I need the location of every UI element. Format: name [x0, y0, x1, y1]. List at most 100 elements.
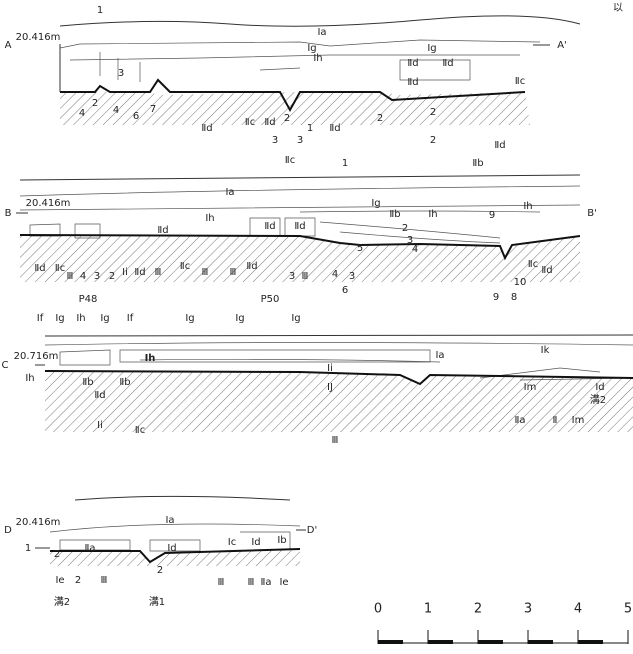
- layer-label: Ⅲ: [67, 271, 74, 282]
- layer-label: Ⅰi: [327, 363, 333, 374]
- layer-label: Ⅱb: [472, 158, 483, 169]
- layer-label: D: [4, 525, 12, 536]
- layer-label: Ⅰe: [279, 577, 288, 588]
- scale-segment: [578, 640, 603, 644]
- section-drawing: 以 012345 A20.416mA'1ⅠaⅠgⅠgⅠh3ⅡdⅡdⅡd22244…: [0, 0, 633, 654]
- layer-label: Ⅰg: [371, 198, 380, 209]
- layer-label: Ⅰi: [97, 420, 103, 431]
- layer-label: 3: [297, 135, 303, 146]
- layer-label: Ⅱa: [84, 543, 95, 554]
- layer-label: Ⅱ: [553, 415, 558, 426]
- layer-label: B: [5, 208, 12, 219]
- layer-label: 3: [94, 271, 100, 282]
- layer-label: Ⅰb: [277, 535, 286, 546]
- layer-label: C: [2, 360, 9, 371]
- layer-label: 2: [157, 565, 163, 576]
- layer-label: 2: [430, 107, 436, 118]
- layer-label: 3: [349, 271, 355, 282]
- layer-label: Ⅱc: [528, 259, 538, 270]
- layer-label: 溝2: [590, 393, 606, 406]
- layer-label: Ⅲ: [302, 271, 309, 282]
- scale-label: 2: [474, 602, 482, 617]
- layer-label: Ⅰg: [427, 43, 436, 54]
- layer-label: Ⅰh: [205, 213, 214, 224]
- layer-label: 2: [54, 549, 60, 560]
- layer-label: Ⅱd: [34, 263, 45, 274]
- layer-label: 1: [307, 123, 313, 134]
- layer-label: Ⅰc: [228, 537, 236, 548]
- layer-label: 6: [133, 111, 139, 122]
- layer-label: Ⅱd: [294, 221, 305, 232]
- layer-label: 3: [289, 271, 295, 282]
- layer-label: 2: [430, 135, 436, 146]
- layer-label: Ⅱd: [157, 225, 168, 236]
- layer-label: Ⅱc: [515, 76, 525, 87]
- layer-label: Ⅰd: [251, 537, 260, 548]
- layer-label: Ⅰd: [595, 382, 604, 393]
- layer-label: Ⅱd: [442, 58, 453, 69]
- section-d: [35, 496, 306, 566]
- layer-label: Ⅰh: [76, 313, 85, 324]
- layer-label: Ⅲ: [155, 267, 162, 278]
- layer-label: Ⅰh: [313, 53, 322, 64]
- layer-label: 4: [113, 105, 119, 116]
- layer-label: Ⅰg: [100, 313, 109, 324]
- layer-label: 9: [493, 292, 499, 303]
- scale-segment: [478, 640, 503, 644]
- layer-label: 10: [514, 277, 527, 288]
- layer-label: 溝1: [149, 595, 165, 608]
- layer-label: 6: [342, 285, 348, 296]
- layer-label: Ⅲ: [332, 435, 339, 446]
- layer-label: Ⅰk: [541, 345, 550, 356]
- layer-label: Ⅰh: [523, 201, 532, 212]
- layer-label: 1: [25, 543, 31, 554]
- layer-label: Ⅲ: [202, 267, 209, 278]
- layer-label: Ⅰi: [122, 267, 128, 278]
- layer-label: Ⅲ: [101, 575, 108, 586]
- layer-label: Ⅱd: [541, 265, 552, 276]
- layer-label: Ⅱd: [134, 267, 145, 278]
- layer-label: Ⅱd: [201, 123, 212, 134]
- layer-label: Ⅱd: [329, 123, 340, 134]
- scale-label: 4: [574, 602, 582, 617]
- layer-label: Ⅱb: [389, 209, 400, 220]
- layer-label: Ⅰg: [291, 313, 300, 324]
- layer-label: 20.416m: [26, 198, 71, 209]
- layer-label: Ⅱc: [55, 263, 65, 274]
- layer-label: 2: [109, 271, 115, 282]
- layer-label: 9: [489, 210, 495, 221]
- layer-label: Ⅱb: [119, 377, 130, 388]
- layer-label: 1: [97, 5, 103, 16]
- layer-label: 2: [377, 113, 383, 124]
- corner-text: 以: [613, 3, 623, 14]
- layer-label: Ⅱc: [135, 425, 145, 436]
- layer-label: Ⅰm: [524, 382, 537, 393]
- layer-label: Ⅱd: [494, 140, 505, 151]
- layer-label: Ⅰf: [127, 313, 134, 324]
- layer-label: 3: [118, 68, 124, 79]
- layer-label: 5: [357, 243, 363, 254]
- layer-label: 20.416m: [16, 32, 61, 43]
- layer-label: 8: [511, 292, 517, 303]
- layer-label: A': [557, 40, 567, 51]
- layer-label: Ⅱa: [260, 577, 271, 588]
- scale-segment: [428, 640, 453, 644]
- layer-label: Ⅱd: [94, 390, 105, 401]
- layer-label: Ⅱb: [82, 377, 93, 388]
- layer-label: Ⅰa: [165, 515, 174, 526]
- scale-label: 3: [524, 602, 532, 617]
- layer-label: Ⅰa: [435, 350, 444, 361]
- layer-label: 2: [92, 98, 98, 109]
- layer-label: Ⅰa: [317, 27, 326, 38]
- layer-label: Ⅱc: [180, 261, 190, 272]
- layer-label: Ⅰd: [167, 543, 176, 554]
- scale-label: 5: [624, 602, 632, 617]
- scale-segment: [528, 640, 553, 644]
- layer-label: 4: [412, 244, 418, 255]
- scale-bar: 012345: [374, 602, 632, 645]
- layer-label: Ⅱd: [407, 77, 418, 88]
- layer-label: Ⅱc: [285, 155, 295, 166]
- layer-label: Ⅱa: [514, 415, 525, 426]
- layer-label: D': [307, 525, 317, 536]
- layer-label: A: [5, 40, 12, 51]
